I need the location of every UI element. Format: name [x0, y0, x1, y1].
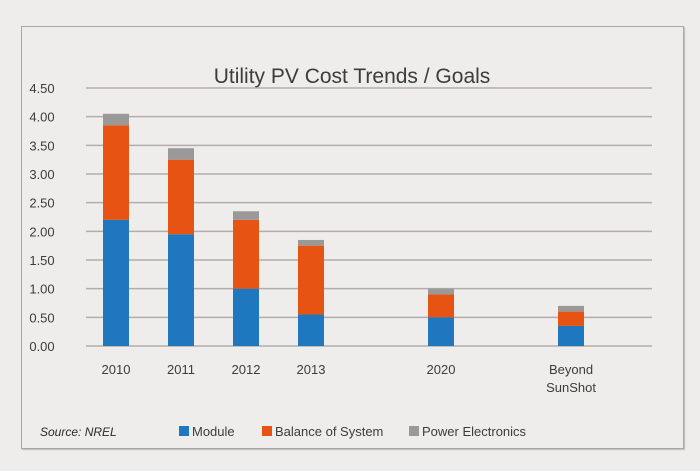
y-tick-label: 0.50: [29, 310, 54, 325]
bar-segment-power-electronics: [103, 113, 129, 126]
bar-segment-balance-of-system: [428, 294, 454, 318]
bar-segment-power-electronics: [558, 305, 584, 312]
x-tick-label: 2013: [297, 362, 326, 377]
x-tick-label: Beyond: [549, 362, 593, 377]
y-tick-label: 4.50: [29, 81, 54, 96]
y-tick-label: 1.50: [29, 253, 54, 268]
bar-segment-balance-of-system: [298, 245, 324, 315]
legend-item: Balance of System: [262, 424, 383, 439]
bars: [103, 113, 584, 346]
bar-stack: [168, 148, 194, 346]
legend-label: Power Electronics: [422, 424, 527, 439]
x-tick-label: 2011: [167, 362, 195, 377]
legend-swatch: [179, 426, 189, 436]
bar-segment-power-electronics: [233, 211, 259, 220]
bar-segment-power-electronics: [428, 288, 454, 295]
bar-segment-module: [168, 234, 194, 346]
legend-label: Module: [192, 424, 235, 439]
legend-swatch: [409, 426, 419, 436]
chart: Utility PV Cost Trends / Goals 0.00 0.50 1…: [29, 65, 652, 439]
x-tick-label: 2020: [427, 362, 456, 377]
chart-title: Utility PV Cost Trends / Goals: [214, 65, 491, 88]
bar-segment-power-electronics: [168, 148, 194, 160]
bar-stack: [233, 211, 259, 346]
y-tick-label: 3.00: [29, 167, 54, 182]
y-tick-label: 3.50: [29, 138, 54, 153]
bar-stack: [103, 113, 129, 346]
x-axis-labels: 2010 2011 2012 2013 2020 Beyond SunShot: [102, 362, 597, 395]
x-tick-label: 2010: [102, 362, 131, 377]
x-tick-label: SunShot: [546, 380, 596, 395]
bar-segment-module: [558, 325, 584, 346]
legend-item: Module: [179, 424, 235, 439]
bar-segment-balance-of-system: [103, 125, 129, 220]
bar-segment-balance-of-system: [233, 219, 259, 289]
y-tick-label: 2.00: [29, 224, 54, 239]
legend-label: Balance of System: [275, 424, 383, 439]
bar-stack: [558, 305, 584, 346]
bar-stack: [298, 239, 324, 346]
bar-stack: [428, 288, 454, 346]
bar-segment-balance-of-system: [558, 311, 584, 326]
bar-segment-module: [428, 317, 454, 346]
bar-segment-module: [103, 219, 129, 346]
legend: Module Balance of System Power Electronics: [179, 424, 527, 439]
chart-frame: Utility PV Cost Trends / Goals 0.00 0.50 1…: [21, 26, 684, 449]
y-axis-ticks: 0.00 0.50 1.00 1.50 2.00 2.50 3.00 3.50 4.00 4.50: [29, 81, 54, 354]
y-tick-label: 0.00: [29, 339, 54, 354]
bar-segment-balance-of-system: [168, 159, 194, 235]
bar-segment-module: [298, 314, 324, 346]
legend-swatch: [262, 426, 272, 436]
y-tick-label: 1.00: [29, 282, 54, 297]
y-tick-label: 4.00: [29, 110, 54, 125]
y-tick-label: 2.50: [29, 196, 54, 211]
source-note: Source: NREL: [40, 425, 117, 439]
x-tick-label: 2012: [232, 362, 261, 377]
legend-item: Power Electronics: [409, 424, 527, 439]
bar-segment-module: [233, 288, 259, 346]
bar-segment-power-electronics: [298, 239, 324, 246]
